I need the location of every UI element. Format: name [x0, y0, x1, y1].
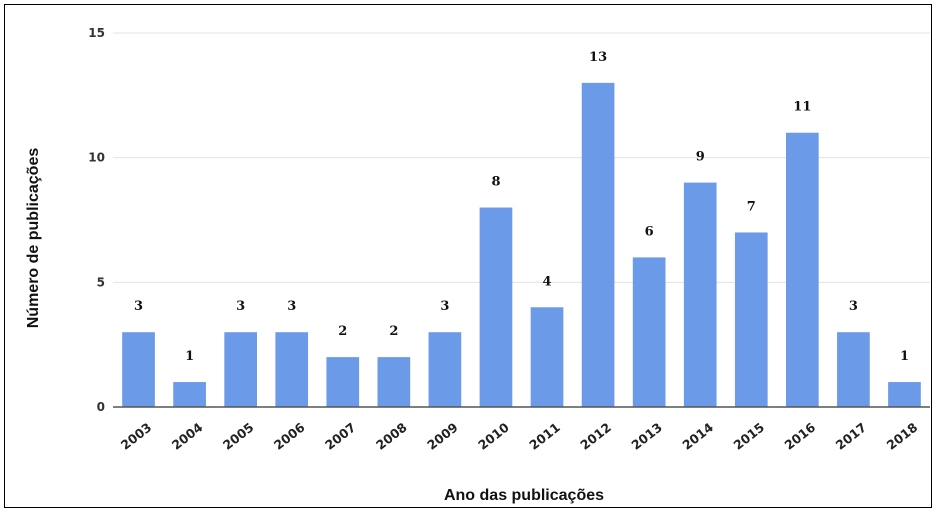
bar-2004: [173, 382, 206, 407]
bar-2003: [122, 332, 155, 407]
data-label-2004: 1: [185, 349, 194, 364]
x-tick-label-2018: 2018: [884, 420, 921, 453]
x-tick-label-2009: 2009: [424, 420, 461, 453]
data-label-2013: 6: [645, 224, 654, 239]
bar-2015: [734, 232, 768, 407]
y-axis-title: Número de publicações: [25, 148, 42, 329]
bar-2018: [888, 382, 921, 407]
y-tick-label: 0: [97, 400, 105, 414]
x-tick-label-2017: 2017: [833, 420, 870, 453]
x-tick-label-2010: 2010: [475, 419, 512, 452]
bar-2016: [786, 132, 819, 407]
x-tick-label-2015: 2015: [730, 420, 767, 453]
x-tick-label-2007: 2007: [322, 420, 359, 453]
bar-2009: [428, 332, 462, 407]
data-label-2016: 11: [793, 100, 811, 115]
data-label-2009: 3: [440, 299, 449, 314]
x-tick-label-2016: 2016: [782, 419, 819, 452]
y-tick-label: 5: [97, 275, 105, 289]
bar-2017: [837, 332, 870, 407]
bar-2013: [632, 257, 666, 407]
x-tick-label-2014: 2014: [679, 419, 716, 452]
x-tick-label-2008: 2008: [373, 420, 410, 453]
data-label-2014: 9: [696, 150, 705, 165]
y-tick-label: 10: [88, 151, 105, 165]
data-label-2017: 3: [849, 299, 858, 314]
data-label-2005: 3: [236, 299, 245, 314]
x-tick-label-2013: 2013: [628, 420, 665, 453]
chart-frame: [4, 4, 932, 508]
bar-2014: [683, 182, 717, 407]
bar-2005: [224, 332, 257, 407]
bar-2010: [479, 207, 513, 407]
data-label-2015: 7: [747, 199, 756, 214]
data-label-2006: 3: [287, 299, 296, 314]
data-label-2008: 2: [389, 324, 398, 339]
x-tick-label-2003: 2003: [118, 420, 155, 453]
data-label-2011: 4: [543, 274, 552, 289]
data-label-2018: 1: [900, 349, 909, 364]
bar-2007: [326, 357, 360, 407]
data-label-2010: 8: [491, 175, 500, 190]
bar-2012: [581, 82, 615, 407]
bar-2008: [377, 357, 411, 407]
x-tick-label-2004: 2004: [169, 419, 206, 452]
y-axis-ticks: 0 5 10 15: [88, 26, 105, 414]
x-axis-ticks: 2003 2004 2005 2006 2007 2008 2009 2010 2011 2012…: [118, 419, 921, 452]
data-label-2003: 3: [134, 299, 143, 314]
x-tick-label-2011: 2011: [526, 420, 563, 453]
x-tick-label-2005: 2005: [220, 420, 257, 453]
data-label-2012: 13: [589, 50, 607, 65]
bar-2006: [275, 332, 309, 407]
bar-2011: [530, 307, 564, 407]
bars: [122, 82, 921, 407]
x-tick-label-2012: 2012: [577, 420, 614, 453]
x-tick-label-2006: 2006: [271, 419, 308, 452]
data-label-2007: 2: [338, 324, 347, 339]
y-tick-label: 15: [88, 26, 105, 40]
x-axis-title: Ano das publicações: [444, 487, 604, 504]
